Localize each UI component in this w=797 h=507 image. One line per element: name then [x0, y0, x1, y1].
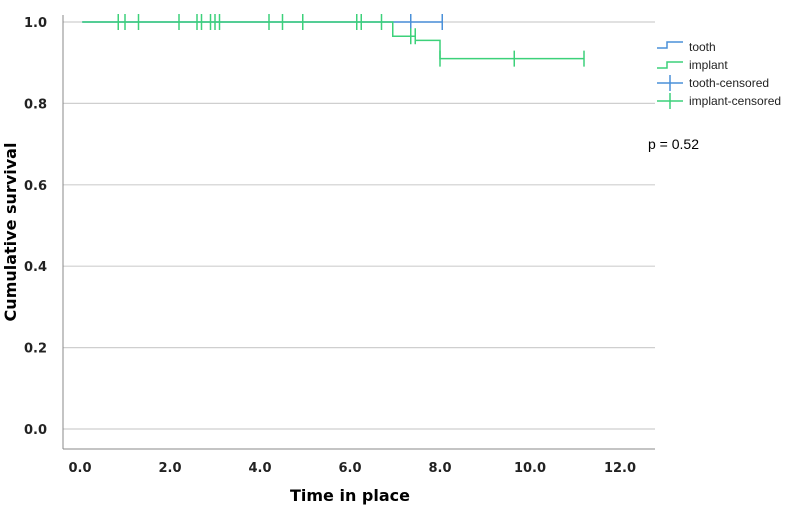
legend-tooth-line — [657, 41, 683, 49]
series-line-implant — [82, 21, 584, 60]
x-tick-label: 8.0 — [428, 461, 451, 476]
y-tick-label: 0.2 — [24, 342, 47, 357]
y-tick-label: 0.4 — [24, 260, 47, 275]
x-axis-title: Time in place — [290, 486, 410, 505]
x-tick-label: 4.0 — [248, 461, 271, 476]
y-tick-label: 0.0 — [24, 423, 47, 438]
grid-lines — [63, 21, 655, 430]
y-tick-label: 0.8 — [24, 97, 47, 112]
legend-tooth-label: tooth — [689, 40, 716, 54]
y-tick-label: 1.0 — [24, 16, 47, 31]
y-axis-title: Cumulative survival — [1, 143, 20, 322]
x-tick-label: 2.0 — [158, 461, 181, 476]
x-tick-label: 6.0 — [338, 461, 361, 476]
p-value-annotation: p = 0.52 — [648, 136, 699, 152]
y-ticks: 0.0 0.2 0.4 0.6 0.8 1.0 — [24, 16, 47, 438]
x-tick-label: 0.0 — [68, 461, 91, 476]
legend-implant-censored-label: implant-censored — [689, 94, 781, 108]
legend-implant-label: implant — [689, 58, 728, 72]
y-tick-label: 0.6 — [24, 179, 47, 194]
series-group — [82, 14, 585, 67]
legend-implant-line — [657, 61, 683, 69]
x-ticks: 0.0 2.0 4.0 6.0 8.0 10.0 12.0 — [68, 461, 636, 476]
x-tick-label: 10.0 — [514, 461, 546, 476]
x-tick-label: 12.0 — [604, 461, 636, 476]
legend: tooth implant tooth-censored implant-cen… — [657, 40, 781, 109]
legend-tooth-censored-label: tooth-censored — [689, 76, 769, 90]
